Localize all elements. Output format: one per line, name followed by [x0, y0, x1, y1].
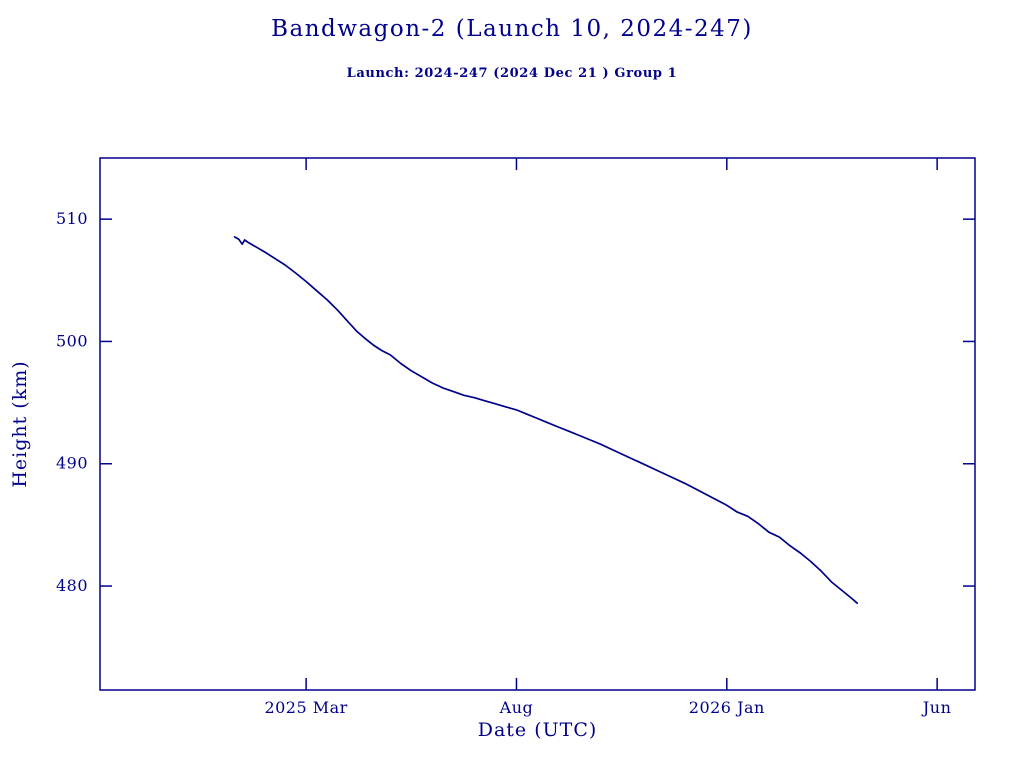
x-axis-label: Date (UTC) [477, 719, 598, 741]
height-series-line [233, 236, 859, 605]
y-tick-label: 490 [56, 454, 88, 473]
y-axis-label: Height (km) [9, 360, 31, 488]
x-tick-label: 2026 Jan [689, 698, 765, 717]
y-tick-label: 500 [56, 331, 88, 350]
x-tick-label: Aug [499, 698, 534, 717]
chart-title: Bandwagon-2 (Launch 10, 2024-247) [271, 16, 753, 42]
x-tick-label: Jun [921, 698, 952, 717]
y-tick-label: 480 [56, 576, 88, 595]
y-tick-label: 510 [56, 209, 88, 228]
chart-subtitle: Launch: 2024-247 (2024 Dec 21 ) Group 1 [346, 66, 678, 81]
x-tick-label: 2025 Mar [264, 698, 347, 717]
plot-frame [99, 157, 976, 691]
